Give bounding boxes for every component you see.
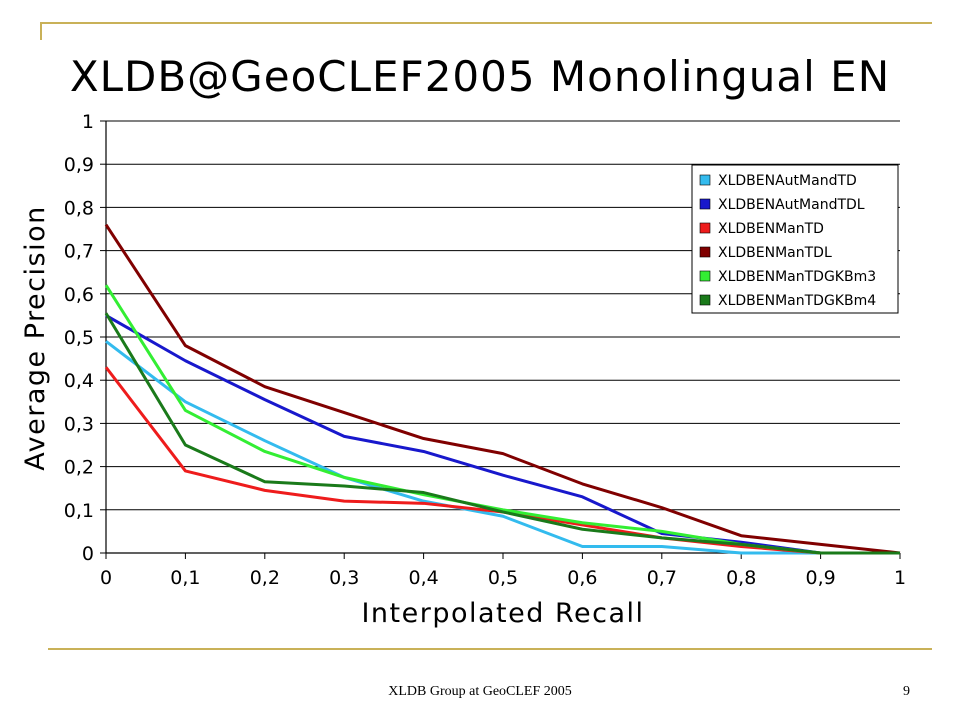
legend: XLDBENAutMandTD XLDBENAutMandTDL XLDBENMan…: [691, 164, 899, 314]
x-tick-labels: 0 0,1 0,2 0,3 0,4 0,5 0,6 0,7 0,8 0,9 1: [100, 553, 906, 589]
y-tick-label: 0,3: [64, 413, 94, 435]
x-tick-label: 0,8: [726, 567, 756, 589]
x-tick-label: 1: [894, 567, 906, 589]
legend-label: XLDBENManTDGKBm4: [718, 293, 876, 309]
y-tick-label: 0: [82, 543, 94, 565]
legend-swatch: [699, 294, 711, 306]
series-line-XLDBENManTDGKBm4: [104, 312, 900, 555]
slide-title: XLDB@GeoCLEF2005 Monolingual EN: [69, 52, 891, 101]
legend-swatch: [699, 174, 711, 186]
legend-label: XLDBENManTDL: [718, 245, 832, 261]
bottom-rule: [48, 648, 932, 650]
legend-swatch: [699, 270, 711, 282]
x-tick-label: 0,9: [805, 567, 835, 589]
x-tick-label: 0,3: [329, 567, 359, 589]
legend-box: [691, 164, 899, 314]
y-tick-label: 0,5: [64, 327, 94, 349]
y-tick-label: 0,1: [64, 500, 94, 522]
y-tick-label: 0,6: [64, 284, 94, 306]
legend-swatch: [699, 222, 711, 234]
y-tick-label: 1: [82, 111, 94, 133]
x-tick-label: 0,6: [567, 567, 597, 589]
x-tick-label: 0,1: [170, 567, 200, 589]
legend-label: XLDBENAutMandTDL: [718, 197, 865, 213]
x-tick-label: 0,5: [488, 567, 518, 589]
series-line-XLDBENManTDL: [104, 223, 901, 555]
y-axis-label: Average Precision: [20, 205, 51, 470]
x-tick-label: 0,2: [250, 567, 280, 589]
x-tick-label: 0,4: [408, 567, 438, 589]
page-number: 9: [903, 684, 910, 699]
x-tick-label: 0: [100, 567, 112, 589]
top-rule: [40, 22, 932, 24]
footer-text: XLDB Group at GeoCLEF 2005: [388, 684, 572, 699]
legend-swatch: [699, 198, 711, 210]
corner-tick: [40, 22, 42, 40]
y-tick-label: 0,7: [64, 241, 94, 263]
chart: 0 0,1 0,2 0,3 0,4 0,5 0,6 0,7 0,8 0,9 1 0 0,1 0,2 0,3…: [20, 111, 906, 629]
legend-label: XLDBENManTDGKBm3: [718, 269, 876, 285]
legend-swatch: [699, 246, 711, 258]
y-tick-label: 0,9: [64, 154, 94, 176]
y-tick-labels: 0 0,1 0,2 0,3 0,4 0,5 0,6 0,7 0,8 0,9 1: [64, 111, 106, 565]
x-axis-label: Interpolated Recall: [361, 598, 644, 629]
y-tick-label: 0,8: [64, 197, 94, 219]
series-line-XLDBENAutMandTD: [105, 340, 900, 555]
y-tick-label: 0,2: [64, 457, 94, 479]
series-lines: [104, 223, 901, 555]
legend-label: XLDBENManTD: [718, 221, 824, 237]
y-tick-label: 0,4: [64, 370, 94, 392]
legend-label: XLDBENAutMandTD: [718, 173, 857, 189]
x-tick-label: 0,7: [647, 567, 677, 589]
